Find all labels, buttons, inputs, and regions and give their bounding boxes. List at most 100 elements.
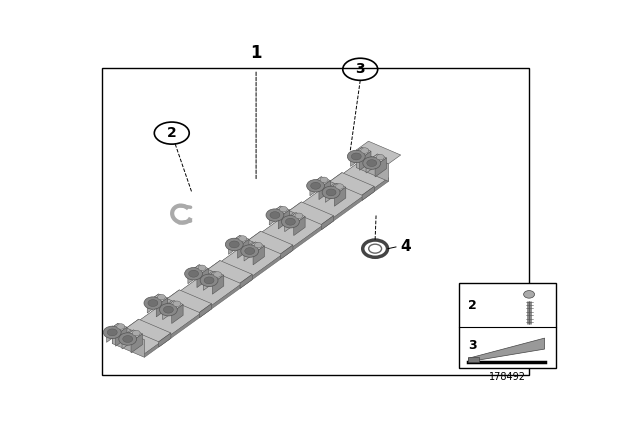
Circle shape bbox=[157, 294, 165, 300]
Polygon shape bbox=[289, 202, 301, 216]
Polygon shape bbox=[310, 177, 321, 196]
Polygon shape bbox=[253, 246, 264, 265]
Circle shape bbox=[123, 336, 132, 342]
Polygon shape bbox=[106, 323, 127, 336]
Circle shape bbox=[328, 190, 335, 195]
Text: 1: 1 bbox=[250, 44, 262, 62]
Polygon shape bbox=[248, 231, 293, 254]
Circle shape bbox=[254, 242, 262, 248]
Circle shape bbox=[144, 297, 162, 309]
Polygon shape bbox=[208, 261, 252, 283]
Circle shape bbox=[189, 270, 198, 277]
Polygon shape bbox=[356, 141, 401, 164]
Circle shape bbox=[239, 236, 247, 241]
Circle shape bbox=[353, 154, 361, 159]
Circle shape bbox=[271, 212, 280, 218]
Circle shape bbox=[524, 291, 534, 298]
Polygon shape bbox=[106, 323, 118, 342]
Text: 4: 4 bbox=[400, 239, 410, 254]
Circle shape bbox=[229, 241, 239, 248]
Circle shape bbox=[198, 265, 206, 271]
Polygon shape bbox=[325, 183, 337, 202]
Polygon shape bbox=[208, 261, 220, 275]
Circle shape bbox=[244, 248, 255, 254]
Text: 2: 2 bbox=[167, 126, 177, 140]
Polygon shape bbox=[351, 147, 371, 159]
Circle shape bbox=[367, 159, 377, 167]
Circle shape bbox=[185, 267, 202, 280]
Polygon shape bbox=[335, 187, 346, 206]
Circle shape bbox=[190, 271, 198, 276]
Circle shape bbox=[282, 215, 300, 228]
Polygon shape bbox=[351, 147, 362, 166]
Polygon shape bbox=[163, 301, 174, 320]
Circle shape bbox=[307, 180, 324, 192]
Polygon shape bbox=[212, 275, 224, 294]
Polygon shape bbox=[228, 235, 249, 247]
Polygon shape bbox=[319, 181, 330, 200]
Circle shape bbox=[205, 277, 214, 283]
Polygon shape bbox=[468, 357, 479, 362]
Circle shape bbox=[363, 157, 381, 169]
Circle shape bbox=[285, 218, 296, 225]
Circle shape bbox=[119, 333, 137, 345]
Circle shape bbox=[348, 150, 365, 163]
Circle shape bbox=[322, 186, 340, 198]
Circle shape bbox=[108, 329, 117, 336]
Polygon shape bbox=[167, 290, 212, 312]
Circle shape bbox=[312, 183, 320, 188]
Polygon shape bbox=[237, 239, 249, 258]
Circle shape bbox=[376, 155, 384, 160]
Circle shape bbox=[266, 209, 284, 221]
Bar bbox=[460, 283, 556, 368]
Polygon shape bbox=[248, 231, 260, 246]
Circle shape bbox=[295, 213, 303, 219]
Polygon shape bbox=[366, 154, 387, 166]
Circle shape bbox=[231, 241, 239, 247]
Circle shape bbox=[270, 211, 280, 219]
Polygon shape bbox=[127, 319, 139, 333]
Text: 3: 3 bbox=[468, 339, 477, 352]
Polygon shape bbox=[204, 271, 224, 283]
Circle shape bbox=[335, 184, 344, 189]
Polygon shape bbox=[310, 177, 330, 189]
Polygon shape bbox=[167, 290, 179, 304]
Circle shape bbox=[225, 238, 243, 250]
Polygon shape bbox=[131, 334, 143, 353]
Polygon shape bbox=[163, 301, 183, 313]
Circle shape bbox=[200, 274, 218, 287]
Circle shape bbox=[326, 189, 336, 196]
Polygon shape bbox=[112, 164, 356, 344]
Polygon shape bbox=[321, 215, 333, 230]
Polygon shape bbox=[244, 242, 255, 261]
Polygon shape bbox=[285, 213, 305, 225]
Polygon shape bbox=[269, 206, 290, 218]
Polygon shape bbox=[197, 268, 208, 288]
Polygon shape bbox=[330, 172, 374, 195]
Circle shape bbox=[148, 300, 158, 306]
Polygon shape bbox=[285, 213, 296, 232]
Circle shape bbox=[214, 271, 221, 277]
Polygon shape bbox=[147, 294, 159, 313]
Polygon shape bbox=[375, 158, 387, 177]
Polygon shape bbox=[188, 265, 208, 277]
Circle shape bbox=[287, 219, 295, 224]
Polygon shape bbox=[330, 172, 342, 187]
Polygon shape bbox=[147, 294, 168, 306]
Polygon shape bbox=[200, 304, 212, 318]
Polygon shape bbox=[366, 154, 378, 173]
Polygon shape bbox=[172, 305, 183, 323]
Polygon shape bbox=[112, 326, 145, 358]
Polygon shape bbox=[294, 216, 305, 236]
Circle shape bbox=[368, 160, 376, 166]
Polygon shape bbox=[468, 338, 545, 362]
Circle shape bbox=[165, 307, 173, 312]
Circle shape bbox=[204, 277, 214, 284]
Circle shape bbox=[351, 153, 361, 160]
Polygon shape bbox=[188, 265, 199, 284]
Polygon shape bbox=[289, 202, 333, 224]
Polygon shape bbox=[325, 183, 346, 195]
Text: 2: 2 bbox=[468, 299, 477, 312]
Polygon shape bbox=[122, 330, 133, 349]
Circle shape bbox=[241, 245, 259, 257]
